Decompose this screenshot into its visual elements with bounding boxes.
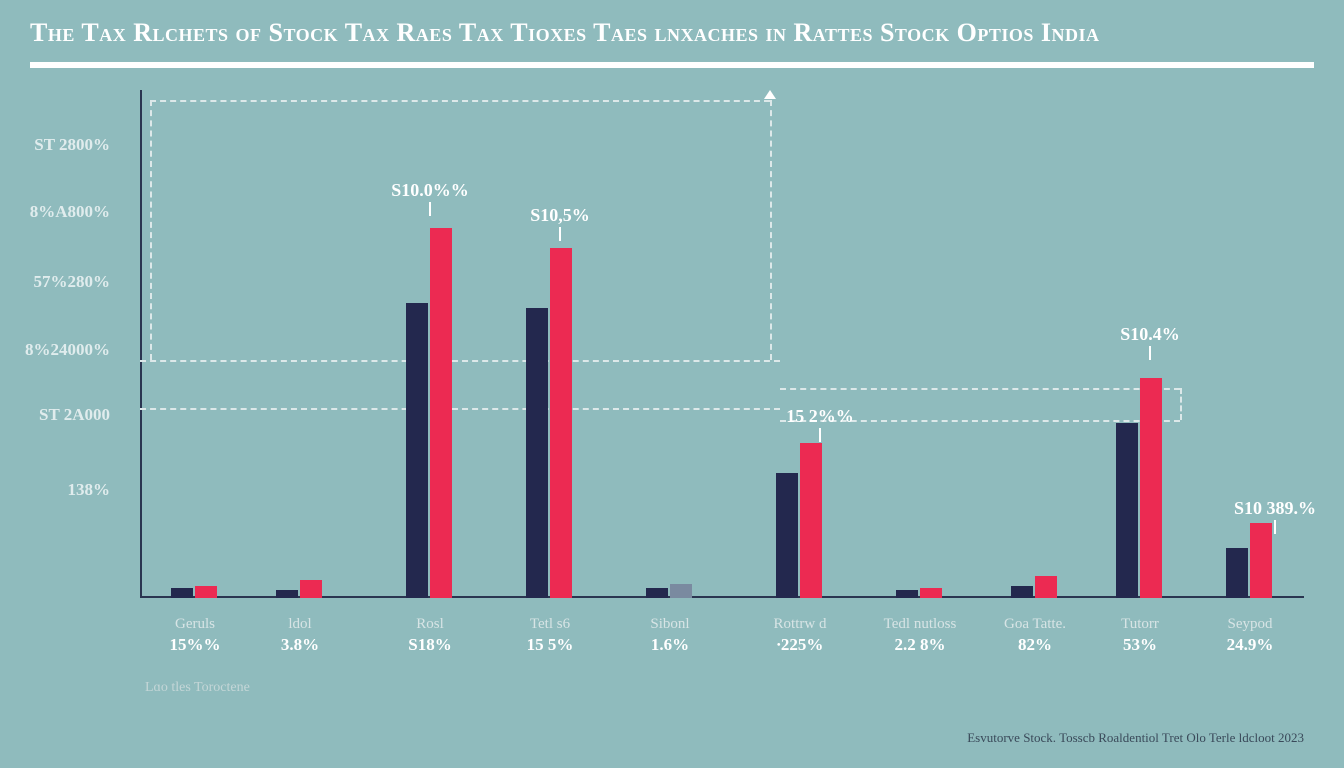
y-tick-label: ST 2A000 [39, 405, 110, 425]
value-tick [1274, 520, 1276, 534]
category-label: ldol [245, 616, 355, 633]
value-tick [819, 428, 821, 442]
bar [430, 228, 452, 598]
x-tick-label: Tutorr 53% [1085, 616, 1195, 655]
y-axis: ST 2800% 8%A800% 57%280% 8%24000% ST 2A000 13… [0, 90, 130, 598]
bar [646, 588, 668, 598]
value-tick [1149, 346, 1151, 360]
reference-line [140, 408, 780, 410]
bar [406, 303, 428, 598]
value-tick [429, 202, 431, 216]
category-value: 15%% [140, 635, 250, 655]
value-label: S10,5% [530, 205, 590, 226]
category-label: Sibonl [615, 616, 725, 633]
bar [171, 588, 193, 598]
x-tick-label: Geruls 15%% [140, 616, 250, 655]
category-value: 1.6% [615, 635, 725, 655]
bar [1226, 548, 1248, 598]
y-tick-label: 8%24000% [25, 340, 110, 360]
bar [195, 586, 217, 598]
bar [1140, 378, 1162, 598]
x-tick-label: Rosl S18% [375, 616, 485, 655]
bar [896, 590, 918, 598]
category-value: 82% [980, 635, 1090, 655]
category-label: Goa Tatte. [980, 616, 1090, 633]
marker-icon [764, 90, 776, 99]
value-label: S10.4% [1120, 324, 1180, 345]
reference-line [780, 388, 1180, 390]
category-value: 15 5% [495, 635, 605, 655]
category-value: 3.8% [245, 635, 355, 655]
bar [1011, 586, 1033, 598]
x-tick-label: Seypod 24.9% [1195, 616, 1305, 655]
y-tick-label: ST 2800% [34, 135, 110, 155]
x-tick-label: Tetl s6 15 5% [495, 616, 605, 655]
bar [670, 584, 692, 598]
reference-line [1180, 388, 1182, 420]
category-label: Tedl nutloss [865, 616, 975, 633]
x-tick-label: ldol 3.8% [245, 616, 355, 655]
bar [300, 580, 322, 598]
category-label: Tetl s6 [495, 616, 605, 633]
category-value: 53% [1085, 635, 1195, 655]
footer-note: Esvutorve Stock. Tosscb Roaldentiol Tret… [967, 730, 1304, 746]
bar [276, 590, 298, 598]
value-label: S10 389.% [1234, 498, 1316, 519]
x-tick-label: Sibonl 1.6% [615, 616, 725, 655]
chart-title: The Tax Rlchets of Stock Tax Raes Tax Ti… [30, 18, 1314, 48]
bar [526, 308, 548, 598]
y-tick-label: 138% [68, 480, 111, 500]
category-label: Rottrw d [745, 616, 855, 633]
x-tick-label: Rottrw d ∙225% [745, 616, 855, 655]
plot-area: S10.0%%S10,5%15 2%%S10.4%S10 389.% [140, 90, 1304, 598]
category-value: 24.9% [1195, 635, 1305, 655]
value-tick [559, 227, 561, 241]
value-label: S10.0%% [391, 180, 469, 201]
reference-line [140, 360, 780, 362]
reference-line [150, 100, 152, 360]
bar [776, 473, 798, 598]
bar [1250, 523, 1272, 598]
legend-note: Lɑo tles Toroctene [145, 680, 250, 696]
x-tick-label: Goa Tatte. 82% [980, 616, 1090, 655]
category-label: Rosl [375, 616, 485, 633]
y-tick-label: 57%280% [34, 272, 111, 292]
bar [1116, 423, 1138, 598]
reference-line [770, 100, 772, 360]
category-label: Seypod [1195, 616, 1305, 633]
x-axis-labels: Geruls 15%% ldol 3.8% Rosl S18% Tetl s6 15 5% Si… [140, 608, 1304, 678]
bar [550, 248, 572, 598]
value-label: 15 2%% [786, 406, 854, 427]
category-label: Geruls [140, 616, 250, 633]
category-value: ∙225% [745, 635, 855, 655]
bar [920, 588, 942, 598]
y-tick-label: 8%A800% [30, 202, 110, 222]
title-rule [30, 62, 1314, 68]
category-label: Tutorr [1085, 616, 1195, 633]
reference-line [150, 100, 770, 102]
bar [800, 443, 822, 598]
category-value: S18% [375, 635, 485, 655]
bar [1035, 576, 1057, 598]
x-tick-label: Tedl nutloss 2.2 8% [865, 616, 975, 655]
category-value: 2.2 8% [865, 635, 975, 655]
